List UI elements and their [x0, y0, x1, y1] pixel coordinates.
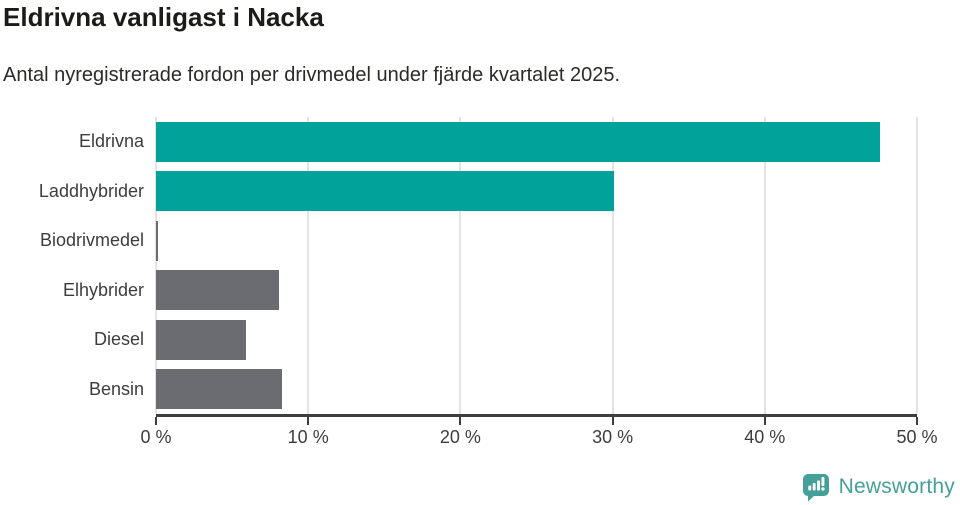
axis-tick: [611, 417, 614, 425]
bar-row: Eldrivna: [79, 117, 917, 167]
gridline: [155, 117, 157, 414]
gridline: [916, 117, 918, 414]
category-label: Eldrivna: [78, 131, 144, 152]
bar: [156, 369, 283, 410]
gridline: [611, 117, 614, 414]
axis-tick-label: 30 %: [592, 427, 634, 447]
axis-tick-label: 0 %: [140, 427, 172, 447]
axis-tick: [155, 417, 157, 425]
gridline: [459, 117, 462, 414]
gridline: [763, 117, 766, 414]
category-label: Elhybrider: [62, 279, 144, 300]
bar-row: Laddhybrider: [39, 167, 917, 217]
category-label: Biodrivmedel: [39, 230, 144, 251]
axis-tick-label: 20 %: [439, 427, 481, 447]
bar-row: Biodrivmedel: [40, 216, 917, 266]
category-label: Bensin: [88, 378, 144, 399]
axis-tick: [916, 417, 918, 425]
bar-row: Elhybrider: [63, 266, 917, 316]
bar: [156, 121, 881, 162]
bar: [156, 270, 280, 311]
bar-row: Bensin: [89, 365, 917, 415]
plot-area: Eldrivna Laddhybrider Biodrivmedel Elhybrid…: [39, 117, 918, 417]
chart-title: Eldrivna vanligast i Nacka: [3, 2, 324, 32]
gridline: [307, 117, 310, 414]
axis-tick-label: 50 %: [896, 427, 938, 447]
axis-tick-label: 10 %: [287, 427, 329, 447]
bar: [156, 171, 615, 212]
category-label: Diesel: [93, 329, 144, 350]
x-axis: 0 % 10 % 20 % 30 % 40 % 50 %: [140, 417, 938, 457]
brand-name: Newsworthy: [838, 475, 955, 498]
brand-footer: Newsworthy: [801, 472, 955, 502]
chart-subtitle: Antal nyregistrerade fordon per drivmede…: [3, 64, 621, 86]
axis-tick: [763, 417, 766, 425]
axis-tick: [459, 417, 462, 425]
bar-rows: Eldrivna Laddhybrider Biodrivmedel Elhybrid…: [39, 117, 917, 415]
axis-tick: [307, 417, 310, 425]
bar-row: Diesel: [94, 315, 917, 365]
bar: [156, 220, 158, 261]
newsworthy-logo-icon: [802, 474, 829, 502]
bar: [156, 319, 246, 360]
category-label: Laddhybrider: [38, 180, 144, 201]
axis-tick-label: 40 %: [744, 427, 786, 447]
